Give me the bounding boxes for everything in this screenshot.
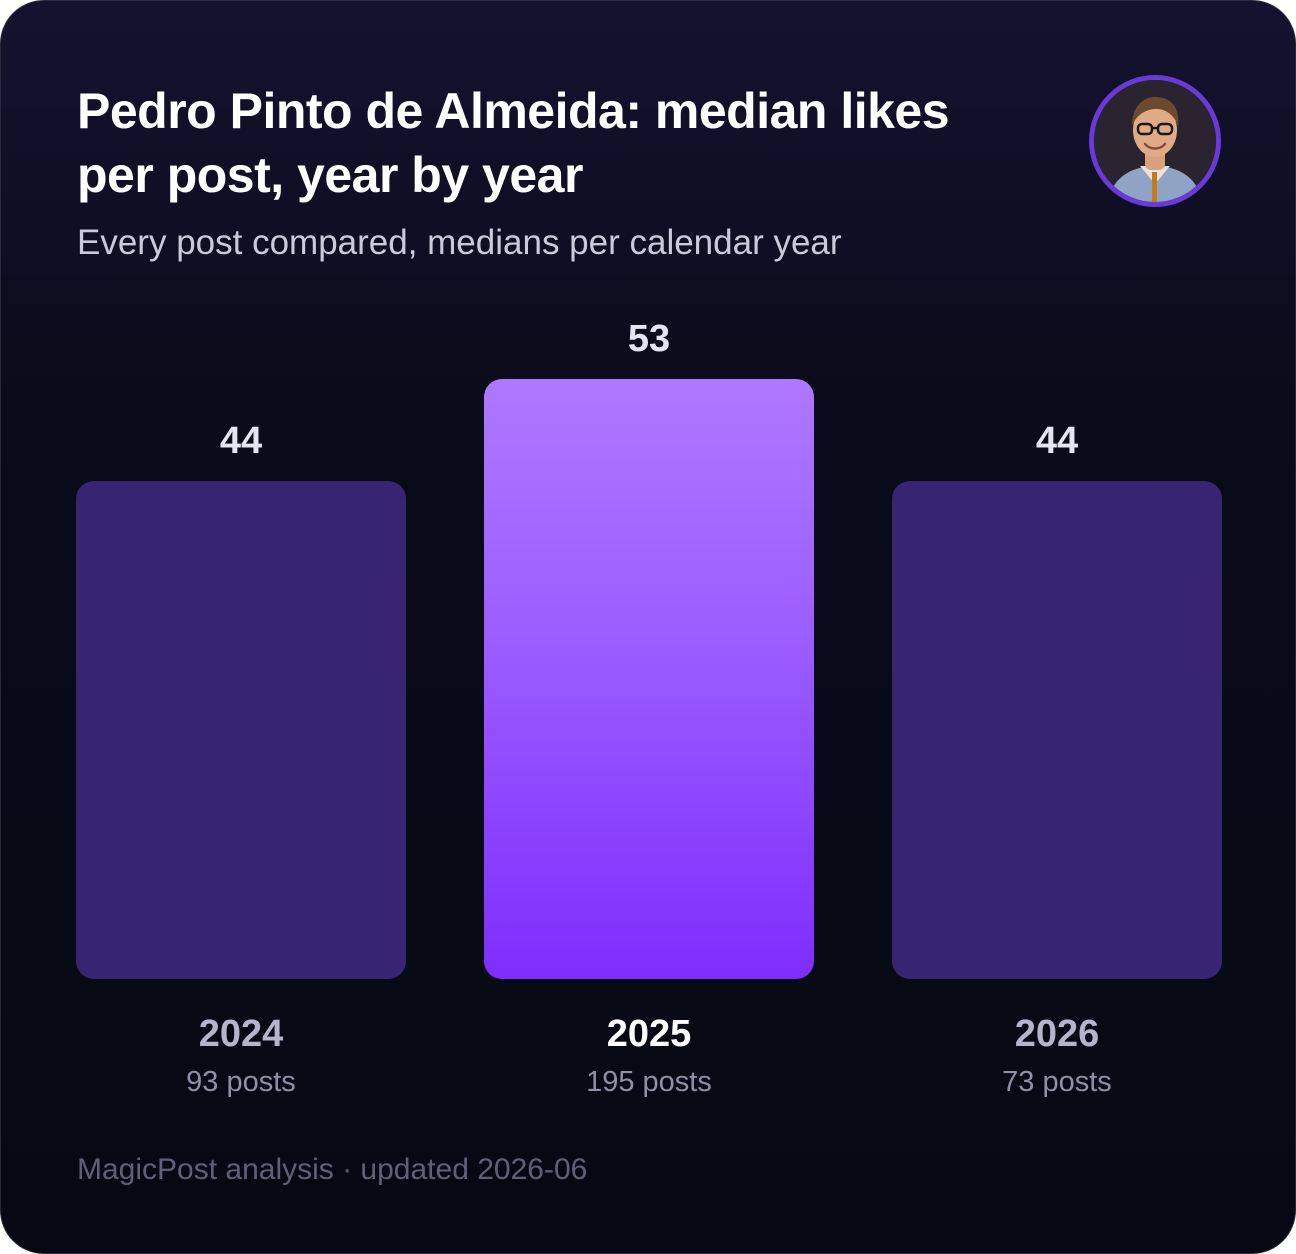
chart-title: Pedro Pinto de Almeida: median likes per… <box>77 83 950 203</box>
post-count-label-2026: 73 posts <box>1002 1066 1112 1098</box>
bar-value-label-2024: 44 <box>219 420 263 462</box>
bar-2026 <box>892 481 1222 979</box>
post-count-label-2025: 195 posts <box>586 1066 712 1098</box>
category-label-2026: 2026 <box>1014 1013 1100 1055</box>
bar-2025 <box>484 379 814 979</box>
profile-photo-icon <box>1094 80 1216 202</box>
chart-subtitle: Every post compared, medians per calenda… <box>77 223 842 262</box>
bar-value-label-2026: 44 <box>1035 420 1079 462</box>
bar-value-label-2025: 53 <box>627 318 671 360</box>
category-label-2025: 2025 <box>606 1013 692 1055</box>
footer-note: MagicPost analysis · updated 2026-06 <box>77 1153 588 1186</box>
category-label-2024: 2024 <box>198 1013 284 1055</box>
post-count-label-2024: 93 posts <box>186 1066 296 1098</box>
bar-2024 <box>76 481 406 979</box>
avatar <box>1089 75 1221 207</box>
